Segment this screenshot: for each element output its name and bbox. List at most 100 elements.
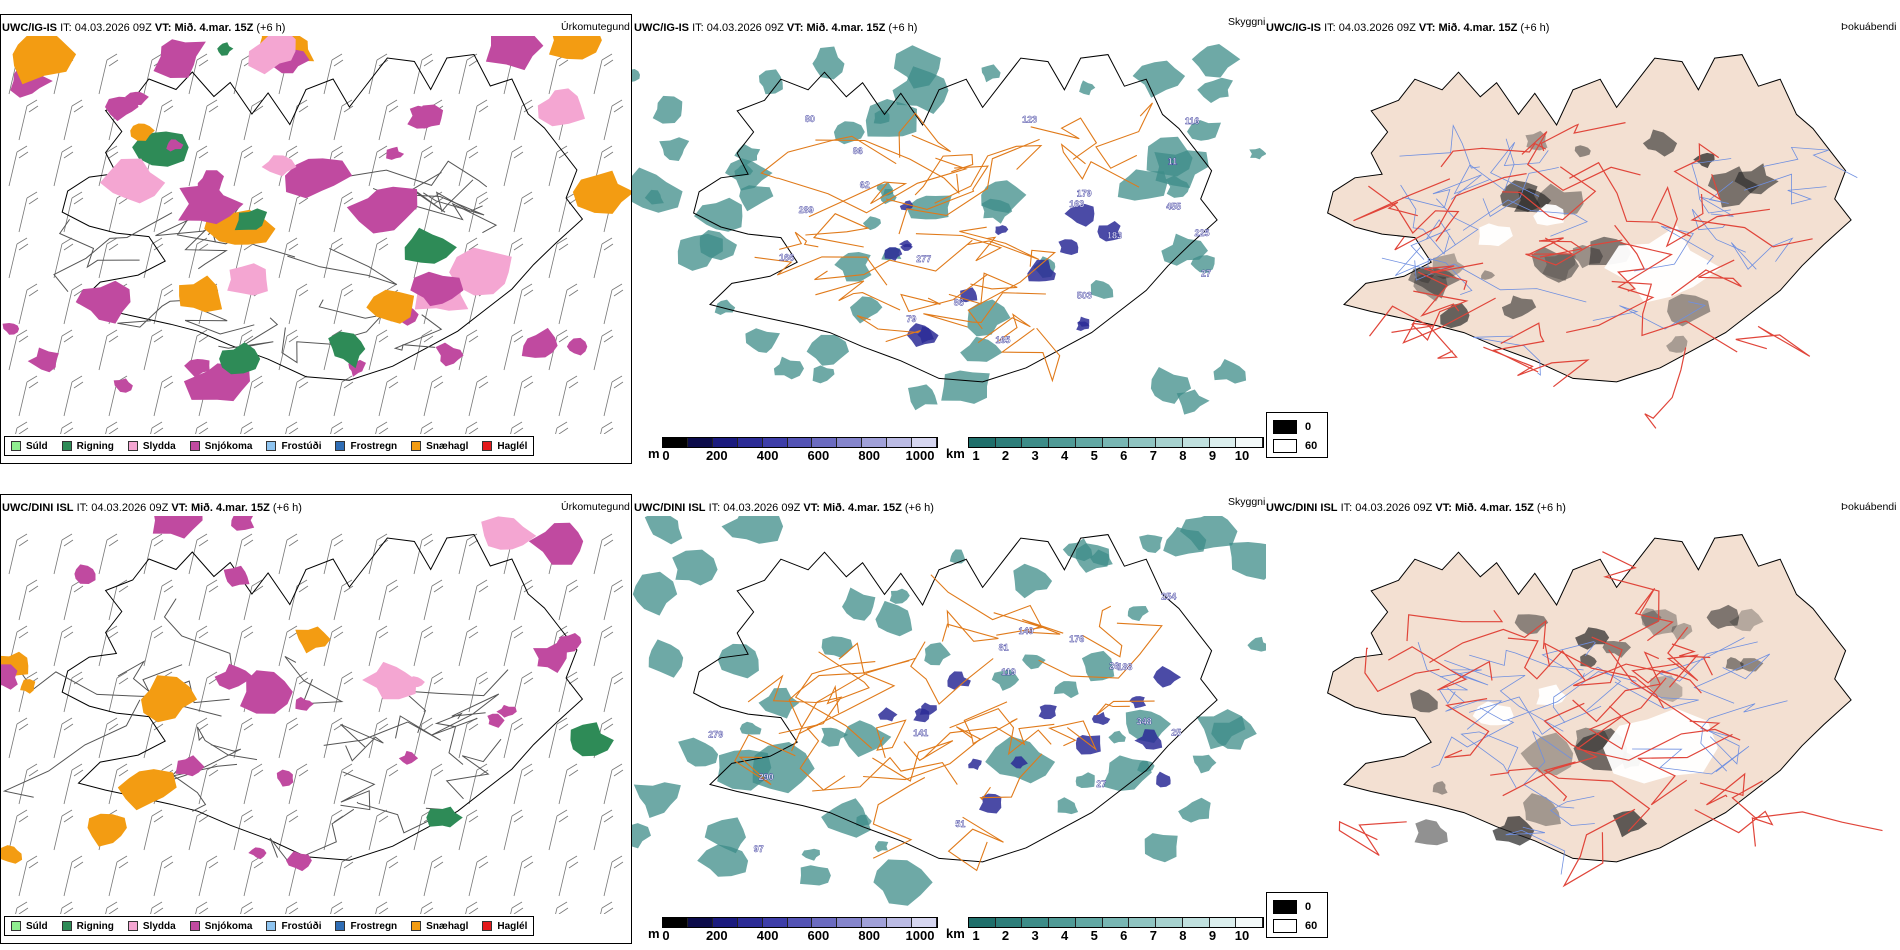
ceiling-label: 183	[1107, 231, 1122, 241]
legend-item-5: Frostregn	[335, 441, 397, 452]
ceiling-label: 289	[799, 205, 814, 215]
ceiling-label: 119	[1001, 667, 1016, 677]
legend-item-6: Snæhagl	[411, 441, 468, 452]
legend-label: Slydda	[142, 920, 176, 932]
header-bottom-right: UWC/DINI ISL IT: 04.03.2026 09Z VT: Mið.…	[1266, 502, 1566, 514]
precip-legend-items: Súld Rigning Slydda Snjókoma Frostúði Frostre…	[11, 441, 527, 452]
legend-swatch	[189, 921, 200, 931]
ceiling-label: 86	[853, 146, 863, 156]
legend-item-4: Frostúði	[266, 921, 321, 932]
ceiling-label: 149	[1019, 626, 1034, 636]
colorbar-tick: 600	[807, 928, 830, 943]
precip-map-top	[1, 36, 631, 434]
legend-swatch	[411, 921, 422, 931]
colorbar-tick: 6	[1120, 448, 1128, 463]
legend-label: Haglél	[497, 920, 528, 932]
colorbar-tick: 6	[1120, 928, 1128, 943]
colorbar-tick: 7	[1149, 448, 1157, 463]
legend-swatch	[335, 441, 346, 451]
precip-title-bottom: Úrkomutegund	[561, 501, 630, 513]
legend-label: Frostúði	[281, 920, 322, 932]
ceiling-label: 27	[1201, 269, 1211, 279]
colorbar-tick: 1000	[905, 928, 935, 943]
colorbar-tick: 9	[1208, 448, 1217, 463]
colorbar-tick: 3	[1031, 928, 1039, 943]
ceiling-label: 81	[999, 643, 1009, 653]
ceiling-label: 455	[1166, 201, 1181, 211]
colorbar-tick: 0	[662, 928, 670, 943]
legend-swatch	[61, 441, 72, 451]
ceiling-label: 11	[1168, 156, 1178, 166]
ceiling-label: 188	[1117, 662, 1132, 672]
ceiling-label: 277	[916, 254, 931, 264]
ceiling-label: 290	[759, 772, 774, 782]
colorbar-strip	[662, 437, 938, 448]
ceiling-colorbar-bottom: m 0 200 400 600 800 1000	[648, 917, 938, 943]
colorbar-tick: 10	[1234, 928, 1250, 943]
ceiling-label: 165	[995, 335, 1010, 345]
colorbar-unit: m	[648, 446, 660, 461]
colorbar-tick: 8	[1179, 448, 1187, 463]
legend-swatch	[266, 921, 277, 931]
colorbar-strip	[968, 917, 1264, 928]
cloud-title-bottom: Skyggni	[1228, 496, 1266, 508]
legend-swatch	[335, 921, 346, 931]
vis-colorbar-bottom: km 1 2 3 4 5 6 7 8 9 10	[946, 917, 1264, 943]
colorbar-tick: 5	[1090, 928, 1098, 943]
fog-title-top: Þokuábendi	[1841, 21, 1897, 33]
colorbar-tick: 9	[1208, 928, 1217, 943]
legend-swatch	[11, 921, 21, 931]
colorbar-tick: 4	[1061, 448, 1069, 463]
legend-swatch	[127, 441, 138, 451]
colorbar-unit: m	[648, 926, 660, 941]
fog-legend-swatch	[1273, 419, 1297, 434]
colorbar-tick: 200	[705, 448, 728, 463]
ceiling-label: 123	[1022, 115, 1037, 125]
legend-item-1: Rigning	[61, 921, 114, 932]
ceiling-colorbar-top: m 0 200 400 600 800 1000	[648, 437, 938, 463]
legend-item-5: Frostregn	[335, 921, 397, 932]
legend-item-6: Snæhagl	[411, 921, 468, 932]
fog-legend-label: 0	[1305, 900, 1312, 913]
colorbar-tick: 600	[807, 448, 830, 463]
fog-title-bottom: Þokuábendi	[1841, 501, 1897, 513]
ceiling-label: 51	[955, 819, 965, 829]
ceiling-label: 116	[1185, 116, 1200, 126]
legend-label: Slydda	[142, 440, 176, 452]
cloud-map-top: 27 86 165 163 183 277 123 166 455 80 503 179 225 86 79…	[632, 36, 1266, 436]
fog-legend-label: 0	[1305, 420, 1312, 433]
fog-legend-top: 0 60	[1266, 412, 1328, 458]
legend-item-1: Rigning	[61, 441, 114, 452]
colorbar-tick: 1000	[905, 448, 935, 463]
precip-legend-top: Súld Rigning Slydda Snjókoma Frostúði Frostre…	[4, 436, 535, 456]
ceiling-label: 141	[913, 728, 928, 738]
colorbar-tick: 200	[705, 928, 728, 943]
legend-item-0: Súld	[11, 441, 48, 452]
colorbar-tick: 1	[972, 928, 980, 943]
ceiling-label: 254	[1161, 592, 1176, 602]
legend-label: Snjókoma	[204, 920, 253, 932]
legend-label: Frostregn	[350, 920, 398, 932]
cloud-title-top: Skyggni	[1228, 16, 1266, 28]
fog-legend-row: 0	[1273, 897, 1321, 916]
header-bottom-mid: UWC/DINI ISL IT: 04.03.2026 09Z VT: Mið.…	[634, 502, 934, 514]
ceiling-label: 279	[708, 730, 723, 740]
fog-map-top	[1266, 36, 1900, 436]
ceiling-label: 225	[1195, 228, 1210, 238]
precip-legend-items: Súld Rigning Slydda Snjókoma Frostúði Frostre…	[11, 921, 527, 932]
fog-legend-label: 60	[1305, 439, 1318, 452]
legend-item-2: Slydda	[127, 440, 176, 452]
colorbar-tick: 10	[1234, 448, 1250, 463]
legend-item-7: Haglél	[482, 441, 527, 452]
legend-item-4: Frostúði	[266, 441, 321, 452]
legend-swatch	[482, 921, 493, 931]
fog-map-bottom	[1266, 516, 1900, 916]
precip-title-top: Úrkomutegund	[561, 21, 630, 33]
legend-swatch	[127, 921, 138, 931]
legend-label: Snæhagl	[426, 920, 469, 932]
precip-panel-top	[0, 14, 632, 464]
legend-label: Súld	[26, 920, 48, 932]
precip-panel-bottom	[0, 494, 632, 944]
colorbar-tick: 400	[756, 928, 779, 943]
legend-label: Frostregn	[350, 440, 398, 452]
